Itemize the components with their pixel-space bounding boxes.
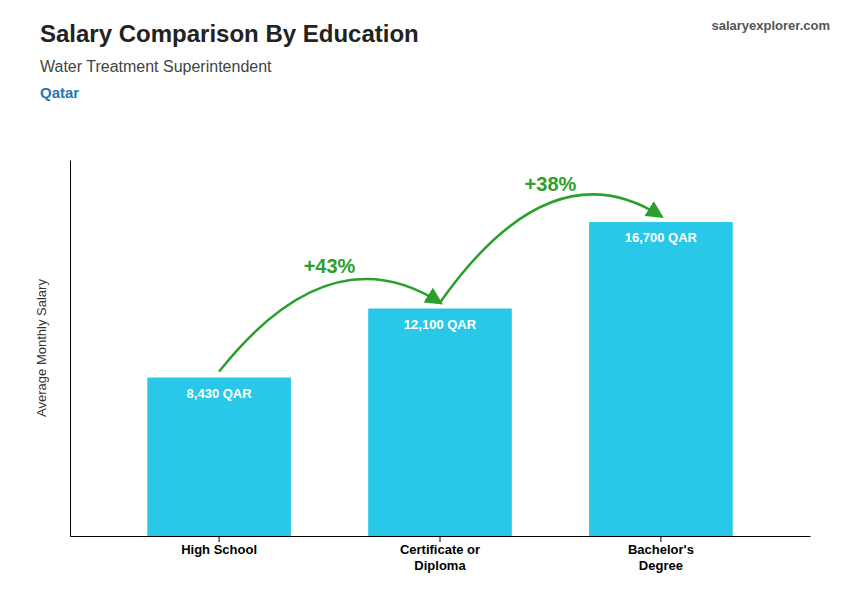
change-arrow [440, 194, 661, 302]
annotations: +43% +38% [219, 173, 661, 372]
change-label: +43% [304, 255, 356, 277]
data-label: 12,100 QAR [404, 317, 477, 332]
x-tick-mark [219, 536, 220, 542]
x-tick-mark [660, 536, 661, 542]
x-axis: High School Certificate orDiploma Bachelor… [71, 536, 811, 573]
data-labels: 8,430 QAR 12,100 QAR 16,700 QAR [187, 230, 698, 400]
x-tick-label: High School [181, 542, 257, 557]
x-tick: Certificate orDiploma [400, 536, 480, 573]
country: Qatar [40, 84, 79, 101]
bar [368, 309, 512, 536]
x-tick: High School [181, 536, 257, 557]
x-tick: Bachelor'sDegree [628, 536, 694, 573]
data-label: 16,700 QAR [625, 230, 698, 245]
bar [147, 378, 291, 536]
title: Salary Comparison By Education [40, 20, 419, 47]
x-tick-mark [440, 536, 441, 542]
bar [589, 222, 733, 536]
x-tick-label: Bachelor'sDegree [628, 542, 694, 573]
change-label: +38% [525, 173, 577, 195]
data-label: 8,430 QAR [187, 386, 253, 401]
y-axis [70, 161, 71, 537]
x-tick-label: Certificate orDiploma [400, 542, 480, 573]
y-axis-title: Average Monthly Salary [34, 279, 49, 417]
source: salaryexplorer.com [711, 18, 830, 33]
y-axis-line [70, 161, 71, 537]
plot: High School Certificate orDiploma Bachelor… [71, 161, 811, 573]
bars [147, 222, 732, 536]
change-arrow [219, 279, 440, 371]
subtitle: Water Treatment Superintendent [40, 58, 272, 75]
chart: Salary Comparison By Education Water Trea… [0, 0, 850, 606]
